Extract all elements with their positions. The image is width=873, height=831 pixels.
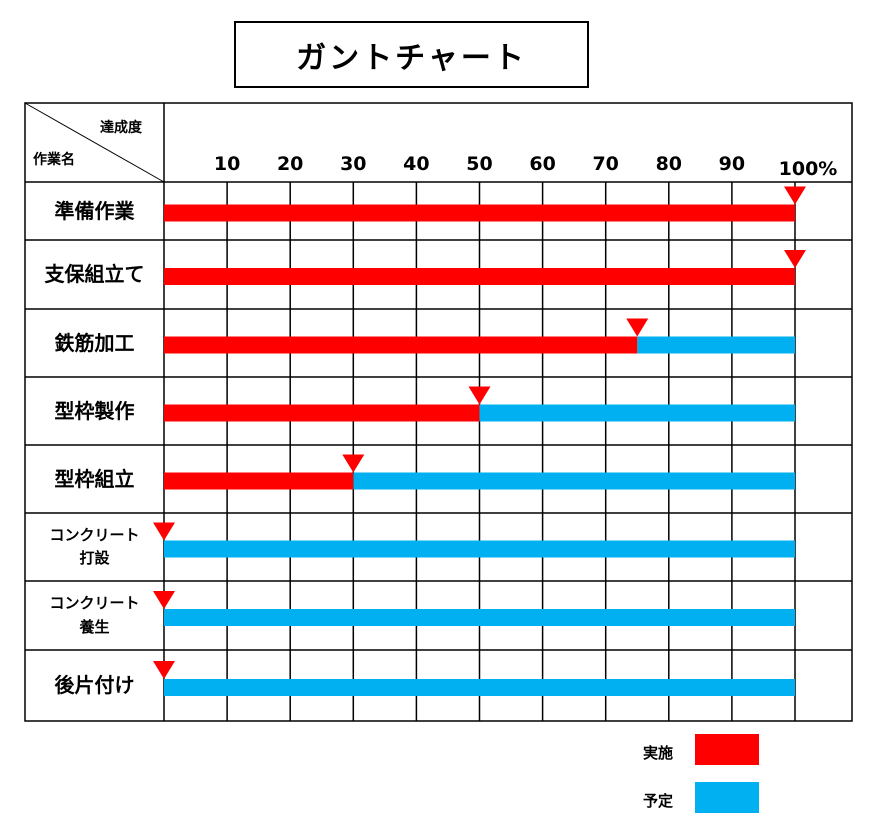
- x-tick-label: 60: [529, 153, 556, 175]
- task-label-line: コンクリート: [49, 525, 140, 544]
- progress-marker: [153, 661, 175, 679]
- legend-actual-swatch: [695, 734, 759, 765]
- legend-planned-label: 予定: [643, 792, 674, 810]
- x-tick-label: 20: [276, 153, 304, 175]
- actual-bar: [164, 472, 354, 490]
- marker-layer: [153, 186, 806, 679]
- planned-bar: [164, 609, 795, 626]
- task-label-line: 支保組立て: [44, 262, 145, 286]
- task-label-line: 準備作業: [54, 198, 135, 223]
- progress-marker: [468, 386, 491, 405]
- title-box: ガントチャート: [234, 21, 589, 88]
- header-progress-label: 達成度: [100, 120, 142, 136]
- x-tick-label: 30: [340, 153, 367, 175]
- x-tick-label: 100%: [778, 158, 838, 180]
- x-tick-label: 50: [466, 153, 493, 175]
- x-tick-label: 90: [718, 153, 746, 175]
- task-label: 支保組立て: [25, 240, 164, 309]
- progress-marker: [784, 250, 806, 268]
- progress-marker: [342, 454, 365, 473]
- progress-marker: [784, 186, 806, 205]
- x-tick-label: 40: [403, 153, 430, 175]
- bar-layer: [164, 204, 795, 696]
- actual-bar: [164, 336, 638, 354]
- task-label-line: 養生: [79, 617, 110, 636]
- x-tick-label: 10: [213, 153, 241, 175]
- chart-frame: [24, 102, 853, 722]
- planned-bar: [164, 679, 795, 696]
- header-diagonal: [24, 102, 165, 183]
- planned-bar: [164, 540, 795, 558]
- actual-bar: [164, 268, 795, 285]
- task-label: コンクリート 打設: [25, 513, 164, 581]
- header-task-label: 作業名: [33, 152, 75, 168]
- actual-bar: [164, 404, 480, 422]
- task-label: 鉄筋加工: [25, 309, 164, 377]
- x-tick-label: 70: [592, 153, 619, 175]
- planned-bar: [637, 336, 795, 354]
- task-label: 準備作業: [25, 182, 164, 240]
- planned-bar: [479, 404, 795, 422]
- task-label: 後片付け: [25, 650, 164, 721]
- legend-planned-swatch: [695, 782, 759, 813]
- task-label: コンクリート 養生: [25, 581, 164, 650]
- task-label-line: 鉄筋加工: [54, 330, 135, 355]
- task-label-line: 型枠製作: [54, 398, 135, 423]
- task-label-line: 打設: [79, 549, 110, 567]
- task-label: 型枠製作: [25, 377, 164, 445]
- x-tick-label: 80: [655, 153, 683, 175]
- progress-marker: [153, 522, 175, 541]
- chart-title: ガントチャート: [296, 40, 527, 76]
- legend-actual-label: 実施: [643, 744, 674, 762]
- task-label-line: コンクリート: [49, 594, 140, 613]
- task-label: 型枠組立: [25, 445, 164, 513]
- planned-bar: [353, 472, 795, 490]
- progress-marker: [153, 591, 175, 609]
- task-label-line: 型枠組立: [54, 466, 135, 491]
- progress-marker: [626, 318, 649, 337]
- actual-bar: [164, 204, 795, 222]
- task-label-line: 後片付け: [54, 673, 135, 697]
